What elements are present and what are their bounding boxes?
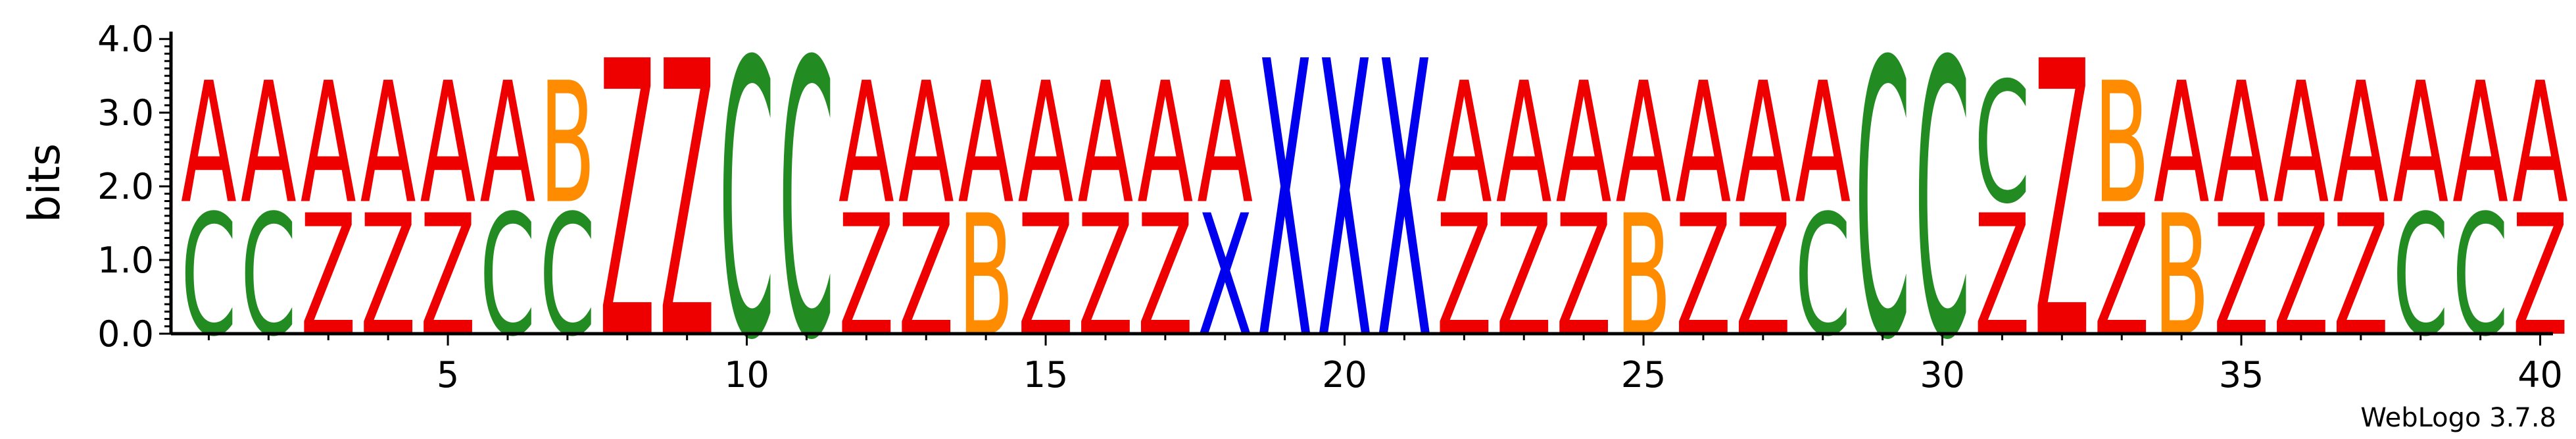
logo-glyph-a: A xyxy=(360,47,416,241)
x-tick-label: 20 xyxy=(1322,354,1367,396)
x-tick-label: 10 xyxy=(724,354,769,396)
logo-glyph-a: A xyxy=(2512,47,2568,241)
y-tick-label: 1.0 xyxy=(97,240,154,281)
logo-glyph-z: Z xyxy=(599,0,655,424)
y-tick-label: 0.0 xyxy=(97,313,154,355)
logo-glyph-x: X xyxy=(1376,0,1432,424)
y-axis-label: bits xyxy=(19,143,70,223)
logo-glyph-b: B xyxy=(539,46,595,240)
y-tick-label: 4.0 xyxy=(97,18,154,60)
y-tick-label: 3.0 xyxy=(97,92,154,134)
x-tick-label: 25 xyxy=(1621,354,1666,396)
logo-glyph-z: Z xyxy=(659,0,715,424)
logo-glyph-a: A xyxy=(241,47,297,241)
logo-glyph-b: B xyxy=(2094,46,2150,240)
logo-glyph-c: C xyxy=(779,0,835,424)
logo-glyph-a: A xyxy=(1616,47,1672,241)
logo-glyph-a: A xyxy=(2214,47,2270,241)
logo-glyph-a: A xyxy=(958,47,1014,241)
logo-glyph-a: A xyxy=(1137,47,1193,241)
logo-glyph-a: A xyxy=(2393,47,2448,241)
x-tick-label: 5 xyxy=(437,354,459,396)
logo-glyph-a: A xyxy=(181,47,237,241)
logo-glyph-c: C xyxy=(1855,0,1910,424)
logo-glyph-a: A xyxy=(1018,47,1074,241)
y-tick-label: 2.0 xyxy=(97,166,154,207)
x-tick-label: 40 xyxy=(2517,354,2563,396)
logo-glyph-a: A xyxy=(420,47,476,241)
logo-glyph-a: A xyxy=(1676,47,1732,241)
x-tick-label: 15 xyxy=(1023,354,1069,396)
logo-glyph-a: A xyxy=(1496,47,1552,241)
logo-glyph-a: A xyxy=(1197,47,1253,241)
logo-glyph-a: A xyxy=(1795,47,1851,241)
logo-glyph-a: A xyxy=(480,47,536,241)
logo-glyph-c: C xyxy=(1974,47,2030,240)
weblogo-credit: WebLogo 3.7.8 xyxy=(2360,403,2556,433)
logo-glyph-a: A xyxy=(1735,47,1791,241)
x-tick-label: 35 xyxy=(2219,354,2264,396)
logo-glyph-a: A xyxy=(1556,47,1612,241)
logo-glyph-a: A xyxy=(301,47,356,241)
logo-glyph-a: A xyxy=(1078,47,1134,241)
logo-glyph-a: A xyxy=(2273,47,2329,241)
x-tick-label: 30 xyxy=(1920,354,1965,396)
logo-glyph-x: X xyxy=(1257,0,1313,424)
logo-glyph-a: A xyxy=(838,47,894,241)
logo-glyph-a: A xyxy=(2154,47,2210,241)
logo-glyph-a: A xyxy=(2452,47,2508,241)
logo-glyph-a: A xyxy=(1436,47,1492,241)
logo-glyph-a: A xyxy=(898,47,954,241)
logo-glyph-z: Z xyxy=(2034,0,2090,424)
y-axis-ticks: 0.0 1.0 2.0 3.0 4.0 xyxy=(97,18,171,355)
logo-glyph-a: A xyxy=(2333,47,2389,241)
